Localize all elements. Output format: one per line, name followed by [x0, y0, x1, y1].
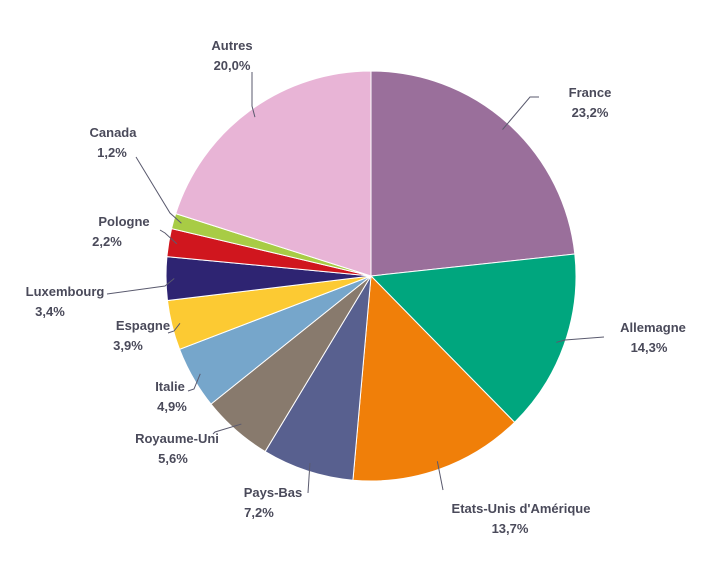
slice-value-label: 7,2% [244, 505, 274, 520]
leader-line [167, 323, 181, 334]
leader-line [187, 373, 201, 392]
leader-line [307, 463, 311, 494]
slice-value-label: 5,6% [158, 451, 188, 466]
slice-value-label: 1,2% [97, 145, 127, 160]
leader-lines [106, 72, 605, 494]
leader-line [556, 336, 605, 343]
leader-line [135, 156, 182, 224]
leader-line [212, 423, 242, 435]
leader-line [502, 96, 539, 130]
slice-name-label: Royaume-Uni [135, 431, 219, 446]
slice-allemagne [369, 253, 577, 424]
slice-etats-unis-d-am-rique [352, 274, 516, 482]
slice-name-label: Canada [90, 125, 138, 140]
slice-labels: France 23,2% Allemagne 14,3% Etats-Unis d'Am… [26, 38, 686, 536]
slice-name-label: Italie [155, 379, 185, 394]
slice-value-label: 20,0% [214, 58, 251, 73]
pie-slices [165, 70, 577, 482]
leader-line [436, 461, 444, 491]
slice-value-label: 3,9% [113, 338, 143, 353]
slice-name-label: Autres [211, 38, 252, 53]
slice-autres [175, 70, 372, 277]
slice-name-label: Etats-Unis d'Amérique [452, 501, 591, 516]
slice-name-label: Luxembourg [26, 284, 105, 299]
slice-name-label: Allemagne [620, 320, 686, 335]
leader-line [251, 72, 256, 118]
slice-france [370, 70, 576, 277]
slice-value-label: 2,2% [92, 234, 122, 249]
slice-name-label: Pays-Bas [244, 485, 303, 500]
slice-name-label: France [569, 85, 612, 100]
slice-value-label: 3,4% [35, 304, 65, 319]
leader-line [159, 229, 178, 245]
slice-value-label: 14,3% [631, 340, 668, 355]
leader-line [106, 278, 175, 295]
slice-name-label: Espagne [116, 318, 170, 333]
slice-name-label: Pologne [98, 214, 149, 229]
slice-value-label: 23,2% [572, 105, 609, 120]
slice-value-label: 13,7% [492, 521, 529, 536]
slice-value-label: 4,9% [157, 399, 187, 414]
